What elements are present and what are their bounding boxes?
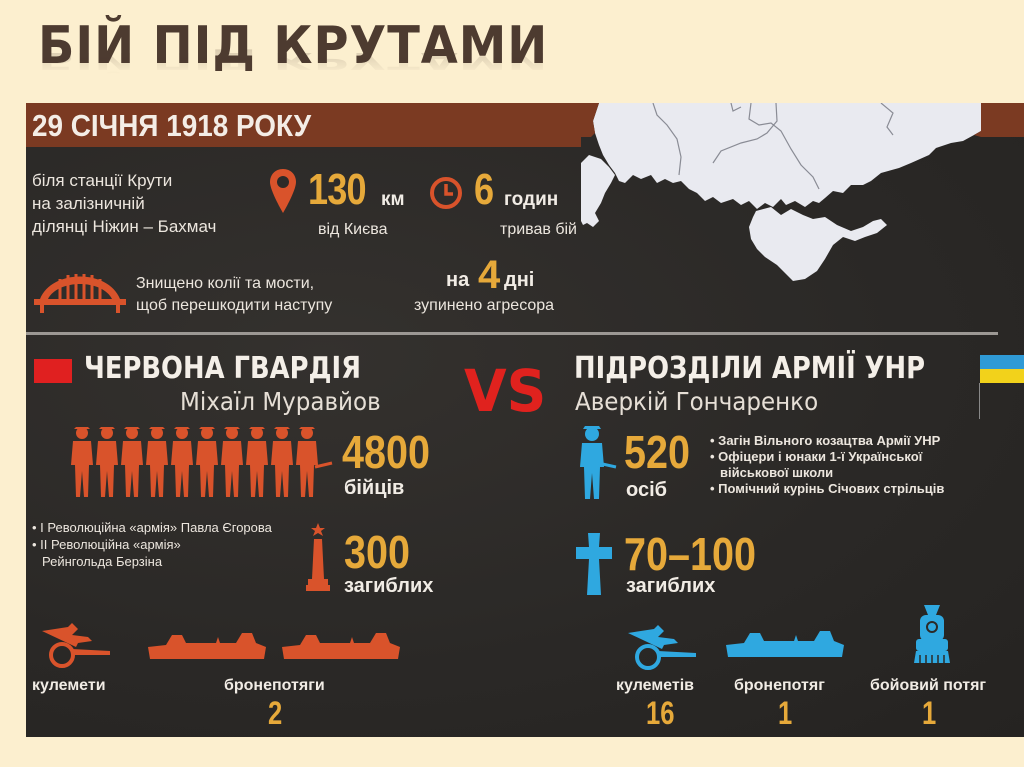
blue-armored-train-label: бронепотяг xyxy=(734,677,825,694)
slide-title-reflection: БІЙ ПІД КРУТАМИ xyxy=(38,47,549,74)
delay-caption: зупинено агресора xyxy=(414,297,555,314)
location-text: біля станції Крути на залізничній ділянц… xyxy=(32,169,216,238)
blue-armored-train-count: 1 xyxy=(778,695,793,731)
delay-prefix: на xyxy=(446,269,470,291)
map-pin-icon xyxy=(270,169,296,213)
red-machine-gun-icon xyxy=(42,623,110,668)
delay-unit: дні xyxy=(504,269,535,291)
blue-side-commander: Аверкій Гончаренко xyxy=(575,387,819,416)
list-item: І Революційна «армія» Павла Єгорова xyxy=(32,519,272,536)
list-item: Офіцери і юнаки 1-ї Українськоївійськово… xyxy=(710,449,944,481)
cross-icon xyxy=(576,533,612,595)
destroyed-text: Знищено колії та мости, щоб перешкодити … xyxy=(136,273,332,317)
blue-machine-gun-count: 16 xyxy=(646,695,675,731)
date-text: 29 СІЧНЯ 1918 РОКУ xyxy=(32,108,312,143)
list-item: Помічний курінь Січових стрільців xyxy=(710,481,944,497)
red-side-commander: Міхаїл Муравйов xyxy=(180,387,381,416)
locomotive-label: бойовий потяг xyxy=(870,677,987,694)
red-armored-train-icon-1 xyxy=(148,633,266,659)
blue-fighters-label: осіб xyxy=(626,479,667,501)
red-units-list: І Революційна «армія» Павла Єгорова ІІ Р… xyxy=(32,519,272,570)
location-line-1: біля станції Крути xyxy=(32,171,173,190)
location-line-2: на залізничній xyxy=(32,194,145,213)
locomotive-icon xyxy=(914,605,950,663)
vs-label: VS xyxy=(464,357,547,425)
red-side-title: ЧЕРВОНА ГВАРДІЯ xyxy=(84,351,361,386)
duration-unit: годин xyxy=(504,189,559,210)
distance-value: 130 xyxy=(308,165,367,214)
red-armored-train-icon-2 xyxy=(282,633,400,659)
list-item: Загін Вільного козацтва Армії УНР xyxy=(710,433,944,449)
section-divider xyxy=(26,332,998,335)
slide-title: БІЙ ПІД КРУТАМИ xyxy=(38,16,549,76)
blue-machine-gun-icon xyxy=(628,625,696,670)
duration-value: 6 xyxy=(474,165,495,214)
obelisk-icon xyxy=(306,523,330,591)
blue-fighters-value: 520 xyxy=(624,426,691,478)
flag-pole xyxy=(979,383,980,419)
distance-unit: км xyxy=(381,189,405,210)
destroyed-line-1: Знищено колії та мости, xyxy=(136,275,315,292)
red-dead-value: 300 xyxy=(344,526,411,578)
duration-caption: тривав бій xyxy=(500,221,577,238)
infographic-panel: 29 СІЧНЯ 1918 РОКУ біля станції Крути на… xyxy=(26,103,1024,737)
blue-units-list: Загін Вільного козацтва Армії УНР Офіцер… xyxy=(710,433,944,497)
blue-armored-train-icon xyxy=(726,631,844,657)
blue-soldier-icon xyxy=(580,426,617,499)
blue-machine-gun-label: кулеметів xyxy=(616,677,694,694)
red-flag-icon xyxy=(34,359,72,383)
blue-dead-label: загиблих xyxy=(626,575,716,597)
soldiers-icon-row xyxy=(71,427,333,497)
blue-side-title: ПІДРОЗДІЛИ АРМІЇ УНР xyxy=(574,351,926,386)
red-machine-gun-label: кулемети xyxy=(32,677,106,694)
red-fighters-value: 4800 xyxy=(342,426,431,478)
destroyed-line-2: щоб перешкодити наступу xyxy=(136,297,333,314)
bridge-icon xyxy=(34,274,126,313)
map-image xyxy=(581,103,1024,281)
red-dead-label: загиблих xyxy=(344,575,434,597)
date-banner: 29 СІЧНЯ 1918 РОКУ xyxy=(26,103,581,147)
list-item: ІІ Революційна «армія»Рейнгольда Берзіна xyxy=(32,536,272,570)
red-armored-train-count: 2 xyxy=(268,695,283,731)
clock-icon xyxy=(430,177,462,209)
locomotive-count: 1 xyxy=(922,695,937,731)
delay-value: 4 xyxy=(478,253,501,297)
distance-caption: від Києва xyxy=(318,221,388,238)
blue-dead-value: 70–100 xyxy=(624,528,757,580)
red-armored-train-label: бронепотяги xyxy=(224,677,325,694)
ukraine-flag-icon xyxy=(980,355,1024,383)
red-fighters-label: бійців xyxy=(344,477,405,499)
location-line-3: ділянці Ніжин – Бахмач xyxy=(32,217,217,236)
